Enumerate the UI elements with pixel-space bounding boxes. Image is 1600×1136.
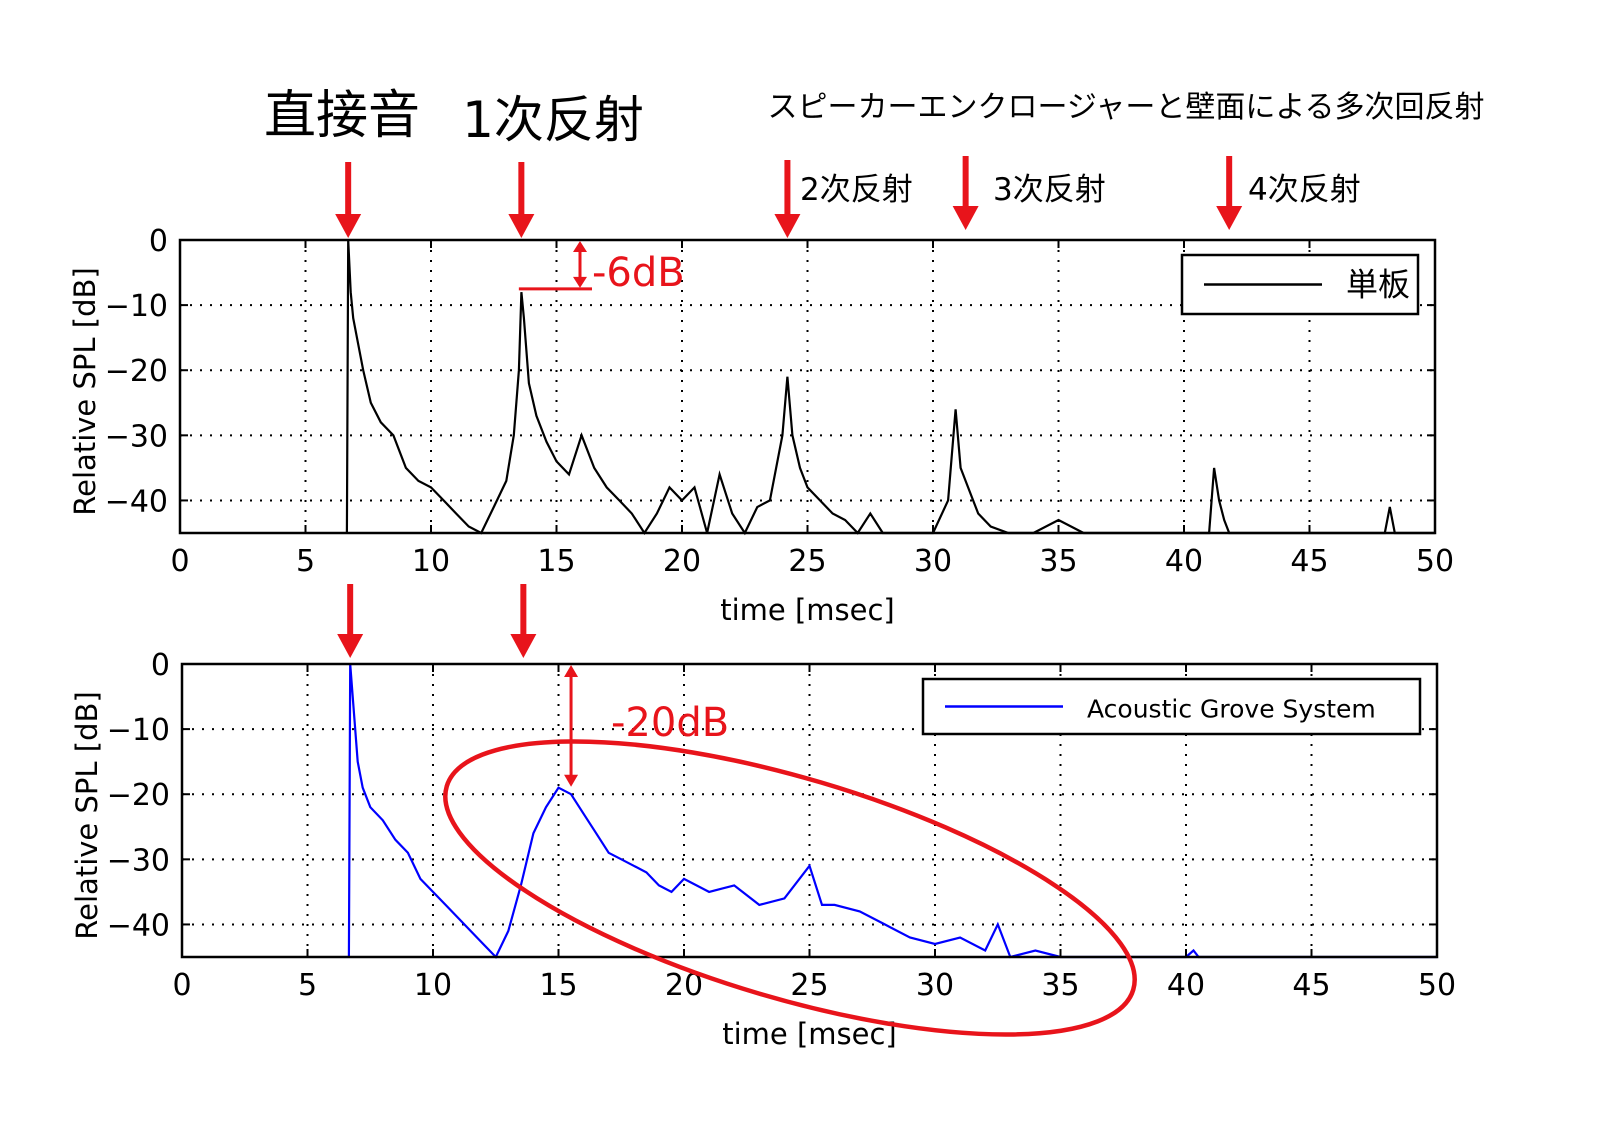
x-tick-label: 5 <box>298 968 317 1003</box>
arrow-second-reflection <box>774 160 801 238</box>
y-axis-label: Relative SPL [dB] <box>70 691 104 939</box>
highlight-ellipse <box>443 739 1137 1037</box>
x-tick-label: 50 <box>1418 968 1456 1003</box>
y-tick-label: 0 <box>151 648 170 683</box>
y-tick-label: −20 <box>105 354 168 389</box>
x-tick-label: 35 <box>1041 968 1079 1003</box>
y-axis-label: Relative SPL [dB] <box>68 267 102 515</box>
arrow-head <box>508 214 535 238</box>
annotation-minus20db: -20dB <box>611 700 729 746</box>
legend-label: 単板 <box>1346 266 1410 304</box>
arrow-head <box>774 214 801 238</box>
x-tick-label: 20 <box>663 544 701 579</box>
arrow-head <box>337 634 364 658</box>
marker-minus20db <box>564 665 579 787</box>
legend: Acoustic Grove System <box>921 677 1422 736</box>
arrow-head <box>335 214 362 238</box>
y-tick-label: −10 <box>107 713 170 748</box>
x-axis-label: time [msec] <box>720 593 895 627</box>
legend-label: Acoustic Grove System <box>1087 695 1376 724</box>
x-tick-label: 0 <box>172 968 191 1003</box>
annotation-second-reflection: 2次反射 <box>800 172 913 208</box>
x-tick-label: 45 <box>1292 968 1330 1003</box>
annotation-direct-sound: 直接音 <box>264 86 420 146</box>
arrow-first-reflection-2 <box>510 584 537 658</box>
arrow-head <box>952 206 979 230</box>
legend-box <box>921 677 1422 736</box>
x-tick-label: 40 <box>1165 544 1203 579</box>
chart-single-plate: 0 5 10 15 20 25 30 35 40 45 50 0 −10 −20 −30 −40 time [m… <box>68 224 1454 627</box>
x-tick-label: 40 <box>1167 968 1205 1003</box>
arrow-first-reflection <box>508 162 535 238</box>
arrow-direct-sound-2 <box>337 584 364 658</box>
arrow-head-up <box>573 241 587 252</box>
x-tick-label: 15 <box>539 968 577 1003</box>
arrow-head <box>510 634 537 658</box>
annotation-multi-reflection: スピーカーエンクロージャーと壁面による多次回反射 <box>768 90 1485 125</box>
y-tick-label: −40 <box>105 484 168 519</box>
annotation-overlay <box>335 156 1243 1037</box>
annotation-third-reflection: 3次反射 <box>993 172 1106 208</box>
x-tick-label: 10 <box>414 968 452 1003</box>
x-tick-label: 25 <box>788 544 826 579</box>
arrow-head-up <box>564 665 579 677</box>
x-tick-label: 50 <box>1416 544 1454 579</box>
x-tick-label: 10 <box>412 544 450 579</box>
arrow-third-reflection <box>952 156 979 230</box>
arrow-head <box>1216 206 1243 230</box>
x-tick-label: 35 <box>1039 544 1077 579</box>
y-tick-label: −40 <box>107 908 170 943</box>
x-tick-label: 25 <box>790 968 828 1003</box>
annotation-minus6db: -6dB <box>592 250 685 296</box>
y-tick-label: −30 <box>105 419 168 454</box>
arrow-head-down <box>573 276 587 288</box>
x-tick-label: 0 <box>170 544 189 579</box>
x-tick-label: 5 <box>296 544 315 579</box>
arrow-head-down <box>564 774 579 787</box>
y-tick-label: −10 <box>105 289 168 324</box>
y-tick-label: 0 <box>149 224 168 259</box>
y-tick-label: −30 <box>107 843 170 878</box>
x-axis-label: time [msec] <box>722 1017 897 1051</box>
marker-minus6db <box>518 241 592 291</box>
arrow-direct-sound <box>335 162 362 238</box>
arrow-fourth-reflection <box>1216 156 1243 230</box>
annotation-first-reflection: 1次反射 <box>462 91 644 149</box>
x-tick-label: 45 <box>1290 544 1328 579</box>
x-tick-label: 15 <box>537 544 575 579</box>
annotation-fourth-reflection: 4次反射 <box>1248 172 1361 208</box>
legend: 単板 <box>1180 253 1420 316</box>
series-line <box>347 663 1437 959</box>
x-tick-label: 30 <box>914 544 952 579</box>
x-tick-label: 30 <box>916 968 954 1003</box>
y-tick-label: −20 <box>107 778 170 813</box>
